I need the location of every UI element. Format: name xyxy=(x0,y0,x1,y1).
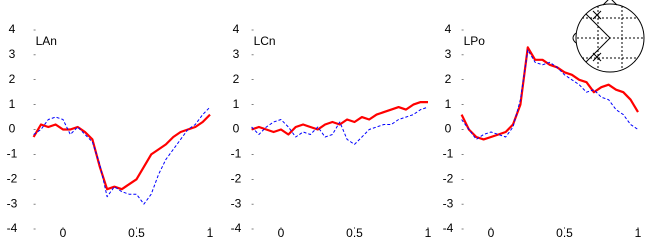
y-tick-label: 1 xyxy=(445,97,452,111)
y-tick-label: -2 xyxy=(7,171,18,185)
y-tick-label: 0 xyxy=(9,122,16,136)
y-tick-label: 2 xyxy=(445,72,452,86)
y-tick-label: -3 xyxy=(443,196,454,210)
y-tick-label: 1 xyxy=(233,97,240,111)
y-tick-label: 3 xyxy=(445,47,452,61)
y-tick-label: -3 xyxy=(231,196,242,210)
y-tick-label: 2 xyxy=(233,72,240,86)
panel-title: LCn xyxy=(254,34,276,48)
y-tick-label: 3 xyxy=(233,47,240,61)
y-tick-label: -1 xyxy=(443,147,454,161)
y-tick-label: -3 xyxy=(7,196,18,210)
figure: LPo-4-3-2-10123400.51LCn-4-3-2-10123400.… xyxy=(0,0,647,241)
y-tick-label: -2 xyxy=(443,171,454,185)
y-tick-label: -4 xyxy=(7,221,18,235)
panel-title: LAn xyxy=(36,34,57,48)
y-tick-label: -4 xyxy=(231,221,242,235)
y-tick-label: -1 xyxy=(7,147,18,161)
panel-title: LPo xyxy=(464,34,486,48)
y-tick-label: 4 xyxy=(9,22,16,36)
head-map xyxy=(573,0,644,72)
y-tick-label: 3 xyxy=(9,47,16,61)
y-tick-label: -4 xyxy=(443,221,454,235)
y-tick-label: 2 xyxy=(9,72,16,86)
y-tick-label: -2 xyxy=(231,171,242,185)
y-tick-label: -1 xyxy=(231,147,242,161)
y-tick-label: 1 xyxy=(9,97,16,111)
y-tick-label: 0 xyxy=(445,122,452,136)
series-line xyxy=(34,115,210,190)
y-tick-label: 4 xyxy=(445,22,452,36)
series-line xyxy=(252,107,428,144)
y-tick-label: 4 xyxy=(233,22,240,36)
y-tick-label: 0 xyxy=(233,122,240,136)
